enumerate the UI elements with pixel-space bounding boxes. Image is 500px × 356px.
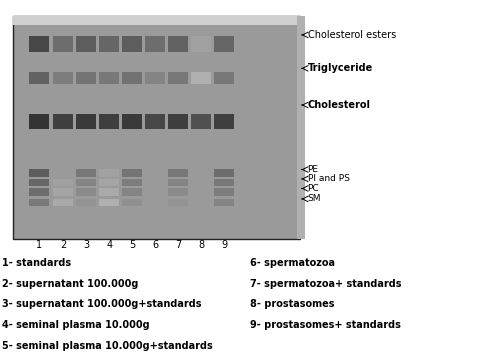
Bar: [29, 169, 48, 177]
Bar: [76, 199, 96, 206]
Bar: [146, 72, 165, 84]
Bar: [76, 169, 96, 177]
Bar: [168, 72, 188, 84]
Text: 7: 7: [175, 240, 181, 250]
Bar: [214, 115, 234, 129]
Bar: [76, 115, 96, 129]
Text: 3: 3: [83, 240, 89, 250]
Bar: [100, 188, 119, 196]
Bar: [122, 188, 142, 196]
Text: 7- spermatozoa+ standards: 7- spermatozoa+ standards: [250, 279, 402, 289]
Bar: [122, 72, 142, 84]
Text: 3- supernatant 100.000g+standards: 3- supernatant 100.000g+standards: [2, 299, 202, 309]
Bar: [100, 199, 119, 206]
Text: 8- prostasomes: 8- prostasomes: [250, 299, 334, 309]
Text: PI and PS: PI and PS: [308, 174, 350, 183]
Text: 8: 8: [198, 240, 204, 250]
Bar: [214, 179, 234, 186]
Bar: [214, 36, 234, 52]
Bar: [214, 188, 234, 196]
Text: Cholesterol: Cholesterol: [308, 100, 370, 110]
Text: 2: 2: [60, 240, 66, 250]
Bar: [297, 16, 306, 239]
Bar: [146, 115, 165, 129]
Text: 4- seminal plasma 10.000g: 4- seminal plasma 10.000g: [2, 320, 150, 330]
Bar: [54, 115, 73, 129]
Bar: [29, 188, 48, 196]
Text: 6- spermatozoa: 6- spermatozoa: [250, 258, 335, 268]
Bar: [54, 199, 73, 206]
Bar: [122, 179, 142, 186]
Text: SM: SM: [308, 194, 321, 203]
Bar: [100, 179, 119, 186]
Text: 2- supernatant 100.000g: 2- supernatant 100.000g: [2, 279, 139, 289]
Bar: [191, 115, 210, 129]
Bar: [29, 115, 48, 129]
Bar: [122, 115, 142, 129]
Bar: [191, 72, 210, 84]
Bar: [29, 199, 48, 206]
Text: 5- seminal plasma 10.000g+standards: 5- seminal plasma 10.000g+standards: [2, 341, 213, 351]
Text: PC: PC: [308, 184, 319, 193]
Bar: [214, 199, 234, 206]
Text: 9- prostasomes+ standards: 9- prostasomes+ standards: [250, 320, 401, 330]
Bar: [54, 169, 73, 177]
Bar: [122, 36, 142, 52]
Bar: [54, 36, 73, 52]
Bar: [100, 169, 119, 177]
Bar: [54, 72, 73, 84]
Bar: [29, 179, 48, 186]
Bar: [214, 169, 234, 177]
Text: Triglyceride: Triglyceride: [308, 63, 373, 73]
Bar: [100, 72, 119, 84]
Text: Cholesterol esters: Cholesterol esters: [308, 30, 396, 40]
Bar: [168, 199, 188, 206]
Bar: [54, 179, 73, 186]
Text: 4: 4: [106, 240, 112, 250]
Bar: [122, 199, 142, 206]
Bar: [76, 188, 96, 196]
Bar: [168, 36, 188, 52]
Bar: [54, 188, 73, 196]
Bar: [13, 16, 300, 25]
Bar: [13, 16, 300, 239]
Text: 1- standards: 1- standards: [2, 258, 71, 268]
Bar: [214, 72, 234, 84]
Text: 9: 9: [221, 240, 227, 250]
Bar: [168, 169, 188, 177]
Bar: [168, 115, 188, 129]
Bar: [168, 188, 188, 196]
Bar: [122, 169, 142, 177]
Bar: [100, 115, 119, 129]
Bar: [76, 36, 96, 52]
Text: 1: 1: [36, 240, 42, 250]
Bar: [29, 72, 48, 84]
Bar: [29, 36, 48, 52]
Bar: [146, 36, 165, 52]
Bar: [100, 36, 119, 52]
Bar: [76, 179, 96, 186]
Bar: [76, 72, 96, 84]
Bar: [191, 36, 210, 52]
Text: PE: PE: [308, 165, 318, 174]
Text: 5: 5: [129, 240, 135, 250]
Bar: [168, 179, 188, 186]
Text: 6: 6: [152, 240, 158, 250]
